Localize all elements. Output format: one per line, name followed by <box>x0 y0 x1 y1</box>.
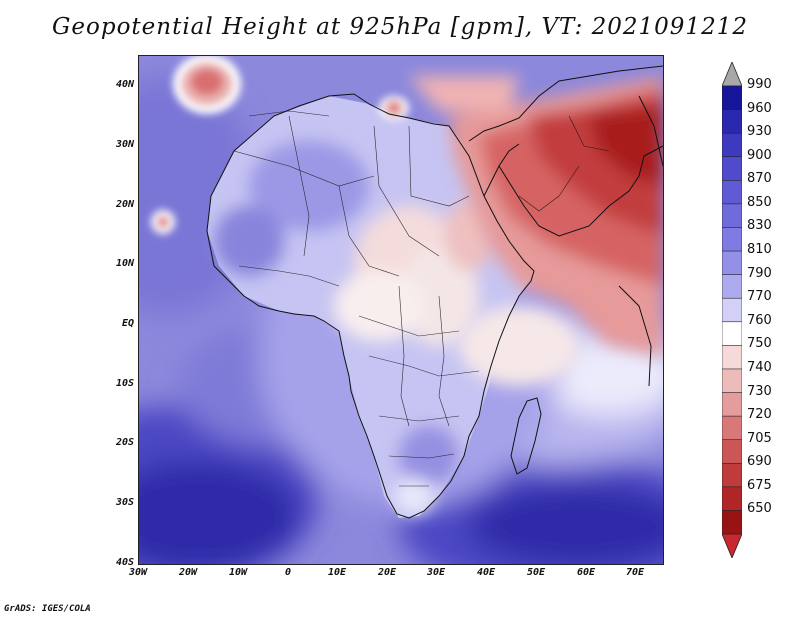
lon-label-70e: 70E <box>625 567 645 578</box>
colorbar-swatch <box>722 510 742 535</box>
colorbar-swatch <box>722 368 742 394</box>
colorbar-tick-label: 830 <box>747 218 772 234</box>
map-panel <box>138 55 664 565</box>
colorbar-swatch <box>722 345 742 370</box>
colorbar-swatch <box>722 321 742 347</box>
map-field <box>139 56 663 564</box>
colorbar-tick-label: 760 <box>747 312 772 328</box>
lon-label-40e: 40E <box>476 567 496 578</box>
lon-label-10e: 10E <box>327 567 347 578</box>
colorbar-swatch <box>722 227 742 252</box>
colorbar-swatch <box>722 392 742 417</box>
lat-label-40n: 40N <box>115 79 134 90</box>
lon-label-0: 0 <box>284 567 292 578</box>
colorbar-tick-label: 720 <box>747 407 772 423</box>
lon-label-20w: 20W <box>178 567 198 578</box>
country-borders <box>233 110 610 487</box>
map-title: Geopotential Height at 925hPa [gpm], VT:… <box>52 14 748 40</box>
colorbar-tick-label: 690 <box>747 454 772 470</box>
colorbar-tick-label: 960 <box>747 100 772 116</box>
colorbar-swatch <box>722 439 742 465</box>
lat-label-10s: 10S <box>115 378 134 389</box>
colorbar-swatch <box>722 203 742 229</box>
lat-label-10n: 10N <box>115 258 134 269</box>
colorbar-tick-label: 930 <box>747 124 772 140</box>
colorbar-swatch <box>722 109 742 134</box>
colorbar-swatch <box>722 132 742 158</box>
colorbar-swatch <box>722 415 742 441</box>
lon-label-60e: 60E <box>576 567 596 578</box>
lat-label-30s: 30S <box>115 497 134 508</box>
colorbar-tick-label: 650 <box>747 501 772 517</box>
footer-credit: GrADS: IGES/COLA <box>4 604 91 614</box>
colorbar-swatch <box>722 85 742 111</box>
lon-label-30w: 30W <box>128 567 148 578</box>
lat-label-20s: 20S <box>115 437 134 448</box>
lon-label-20e: 20E <box>377 567 397 578</box>
colorbar-bottom-arrow <box>722 533 742 558</box>
colorbar-swatch <box>722 156 742 182</box>
colorbar-swatch <box>722 486 742 512</box>
colorbar-tick-label: 730 <box>747 383 772 399</box>
lon-label-50e: 50E <box>526 567 546 578</box>
colorbar-top-arrow <box>722 62 742 87</box>
colorbar-tick-label: 675 <box>747 477 772 493</box>
isolated-lows <box>151 56 409 234</box>
colorbar-tick-label: 850 <box>747 194 772 210</box>
colorbar-tick-label: 770 <box>747 289 772 305</box>
colorbar-tick-label: 705 <box>747 430 772 446</box>
colorbar-tick-label: 810 <box>747 242 772 258</box>
colorbar-swatch <box>722 297 742 323</box>
colorbar-tick-label: 900 <box>747 147 772 163</box>
coastlines <box>206 65 663 519</box>
colorbar-tick-label: 990 <box>747 77 772 92</box>
colorbar-swatch <box>722 274 742 300</box>
colorbar-tick-label: 740 <box>747 359 772 375</box>
colorbar-swatch <box>722 462 742 488</box>
lat-label-20n: 20N <box>115 199 134 210</box>
colorbar-tick-label: 750 <box>747 336 772 352</box>
lon-label-30e: 30E <box>426 567 446 578</box>
colorbar-tick-label: 870 <box>747 171 772 187</box>
lat-label-eq: EQ <box>121 318 134 329</box>
colorbar <box>722 62 742 558</box>
lat-label-30n: 30N <box>115 139 134 150</box>
low-height-region <box>409 76 663 386</box>
colorbar-swatch <box>722 180 742 205</box>
colorbar-swatch <box>722 250 742 276</box>
lat-label-40s: 40S <box>115 557 134 568</box>
lon-label-10w: 10W <box>228 567 248 578</box>
colorbar-tick-label: 790 <box>747 265 772 281</box>
